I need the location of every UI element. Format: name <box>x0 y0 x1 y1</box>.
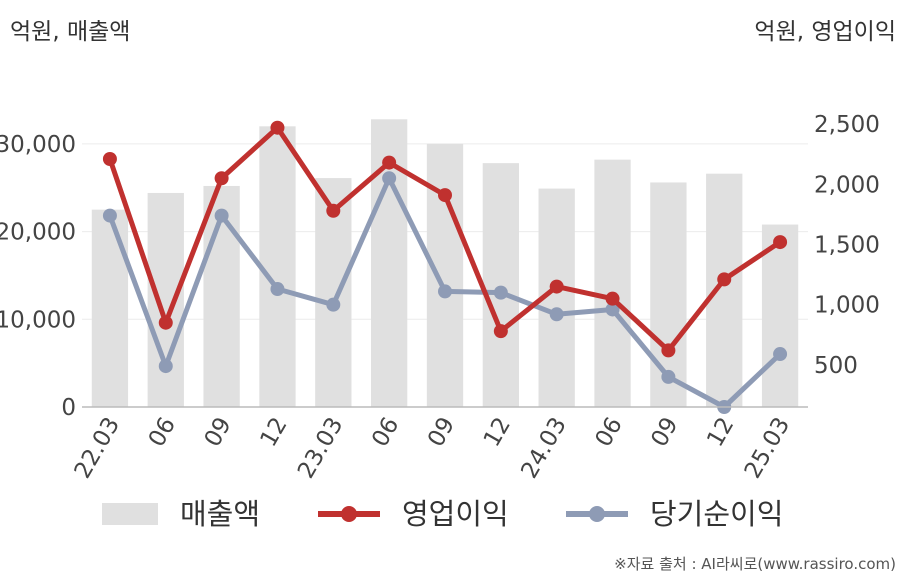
bar <box>706 173 743 407</box>
bar <box>594 159 631 407</box>
right-tick-label: 2,000 <box>814 172 880 198</box>
data-point <box>158 359 173 374</box>
right-axis-unit: 억원, 영업이익 <box>754 19 896 45</box>
data-point <box>382 171 397 186</box>
data-point <box>326 297 341 312</box>
x-tick-label: 09 <box>200 413 237 451</box>
x-tick-label: 12 <box>702 413 739 451</box>
legend-marker <box>341 506 357 522</box>
x-tick-label: 12 <box>256 413 293 451</box>
data-point <box>605 302 620 317</box>
left-tick-label: 0 <box>61 395 76 421</box>
legend-label: 당기순이익 <box>650 497 783 531</box>
bar <box>426 143 464 407</box>
bar <box>650 182 687 407</box>
data-point <box>158 315 173 330</box>
legend-item: 당기순이익 <box>566 497 783 531</box>
data-point <box>214 208 229 223</box>
data-point <box>773 347 788 362</box>
source-note: ※자료 출처 : AI라씨로(www.rassiro.com) <box>614 555 896 573</box>
left-tick-label: 30,000 <box>0 132 76 158</box>
data-point <box>549 307 564 322</box>
data-point <box>605 291 620 306</box>
bar <box>91 209 129 407</box>
left-tick-label: 20,000 <box>0 220 76 246</box>
x-tick-label: 23.03 <box>293 413 348 483</box>
data-point <box>549 279 564 294</box>
x-tick-label: 25.03 <box>740 413 795 483</box>
data-point <box>661 343 676 358</box>
line-series <box>102 120 788 414</box>
legend-label: 영업이익 <box>402 497 509 531</box>
x-tick-label: 22.03 <box>70 413 125 483</box>
x-tick-label: 09 <box>646 413 683 451</box>
net-income-series <box>102 171 788 414</box>
bar <box>259 126 296 408</box>
x-tick-label: 06 <box>367 413 404 451</box>
legend-item: 영업이익 <box>318 497 509 531</box>
legend-marker <box>589 506 605 522</box>
legend-label: 매출액 <box>180 497 260 531</box>
right-tick-label: 1,000 <box>814 293 880 319</box>
legend: 매출액 영업이익 당기순이익 <box>102 497 783 531</box>
operating-profit-series <box>102 120 788 358</box>
bar <box>203 185 240 407</box>
right-tick-label: 2,500 <box>814 112 880 138</box>
data-point <box>214 171 229 186</box>
data-point <box>773 235 788 250</box>
data-point <box>102 208 117 223</box>
data-point <box>102 151 117 166</box>
left-tick-label: 10,000 <box>0 307 76 333</box>
data-point <box>493 285 508 300</box>
data-point <box>382 155 397 170</box>
legend-item: 매출액 <box>102 497 260 531</box>
data-point <box>438 284 452 299</box>
data-point <box>661 369 676 384</box>
data-point <box>438 188 452 203</box>
x-tick-label: 06 <box>144 413 181 451</box>
legend-swatch <box>102 503 158 525</box>
left-axis-unit: 억원, 매출액 <box>10 19 131 45</box>
data-point <box>493 324 508 339</box>
data-point <box>270 120 285 135</box>
bar <box>482 163 519 407</box>
right-tick-label: 1,500 <box>814 232 880 258</box>
data-point <box>270 282 285 297</box>
x-tick-label: 12 <box>479 413 516 451</box>
x-tick-label: 24.03 <box>516 413 571 483</box>
bar <box>761 224 799 407</box>
data-point <box>326 203 341 218</box>
bar-series <box>91 119 799 408</box>
bar <box>147 192 184 407</box>
x-tick-label: 06 <box>591 413 628 451</box>
right-tick-label: 500 <box>814 353 858 379</box>
x-tick-label: 09 <box>423 413 460 451</box>
data-point <box>717 272 732 287</box>
